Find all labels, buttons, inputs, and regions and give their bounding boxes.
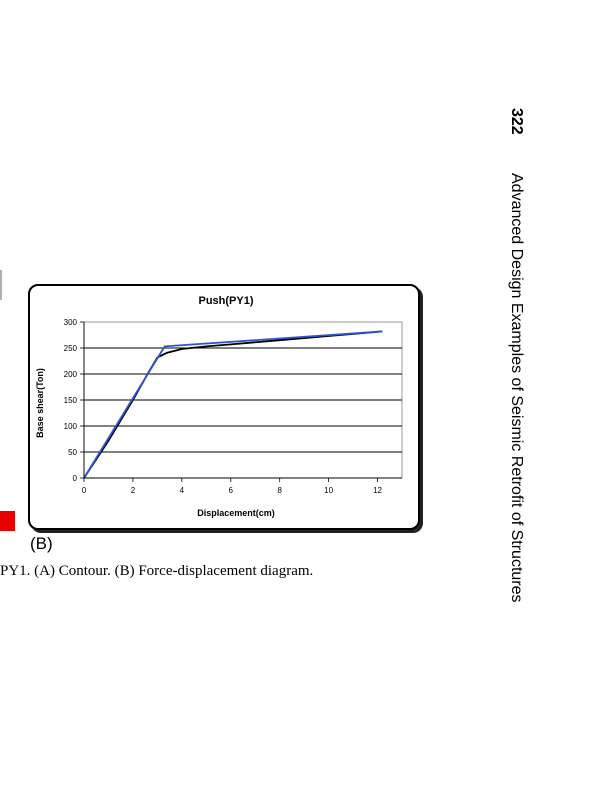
y-tick-label: 300 xyxy=(64,318,78,327)
x-tick-label: 6 xyxy=(229,486,234,495)
chart-panel: Push(PY1) 0 50 100 150 200 250 300 0 2 4 6 8 10 12 Di… xyxy=(28,284,420,530)
left-edge-mark xyxy=(0,270,2,300)
x-tick-label: 0 xyxy=(82,486,87,495)
figure-caption: PY1. (A) Contour. (B) Force-displacement… xyxy=(0,563,314,579)
page-number: 322 xyxy=(508,108,525,135)
panel-label: (B) xyxy=(30,534,53,553)
y-tick-label: 0 xyxy=(73,474,78,483)
y-axis-label: Base shear(Ton) xyxy=(35,368,45,438)
series-line-1 xyxy=(83,330,383,479)
y-tick-label: 100 xyxy=(64,422,78,431)
running-head: 322 Advanced Design Examples of Seismic … xyxy=(507,108,525,603)
chart-title: Push(PY1) xyxy=(198,295,253,307)
y-tick-label: 250 xyxy=(64,344,78,353)
y-tick-label: 200 xyxy=(64,370,78,379)
x-tick-label: 8 xyxy=(277,486,282,495)
y-tick-label: 50 xyxy=(68,448,77,457)
red-marker xyxy=(0,511,15,531)
x-tick-label: 4 xyxy=(180,486,185,495)
running-title: Advanced Design Examples of Seismic Retr… xyxy=(508,173,525,603)
x-tick-label: 2 xyxy=(131,486,136,495)
x-tick-label: 12 xyxy=(373,486,382,495)
series-line-2 xyxy=(83,330,383,479)
force-displacement-chart: Push(PY1) 0 50 100 150 200 250 300 0 2 4 6 8 10 12 Di… xyxy=(35,295,403,518)
x-axis-label: Displacement(cm) xyxy=(197,508,275,518)
x-tick-label: 10 xyxy=(324,486,333,495)
y-tick-label: 150 xyxy=(64,396,78,405)
